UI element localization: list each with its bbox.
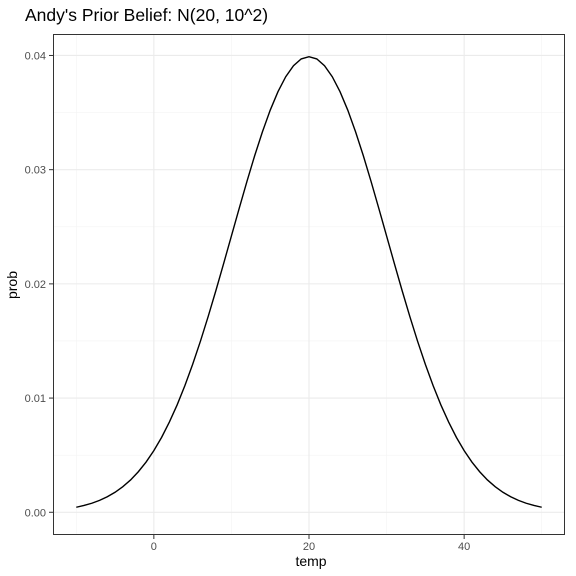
chart-title: Andy's Prior Belief: N(20, 10^2) — [25, 5, 268, 25]
x-axis: 0 20 40 — [151, 535, 470, 553]
panel-border — [53, 34, 565, 535]
x-tick-label: 20 — [303, 541, 315, 553]
y-tick-label: 0.01 — [25, 393, 46, 405]
y-tick-label: 0.00 — [25, 507, 46, 519]
y-axis-title: prob — [4, 271, 20, 299]
y-tick-label: 0.04 — [25, 50, 46, 62]
x-tick-label: 40 — [458, 541, 470, 553]
density-curve — [76, 56, 542, 508]
x-axis-title: temp — [295, 553, 326, 569]
plot-panel — [53, 34, 565, 535]
y-tick-label: 0.03 — [25, 165, 46, 177]
x-tick-label: 0 — [151, 541, 157, 553]
y-axis: 0.00 0.01 0.02 0.03 0.04 — [25, 50, 53, 519]
y-tick-label: 0.02 — [25, 279, 46, 291]
